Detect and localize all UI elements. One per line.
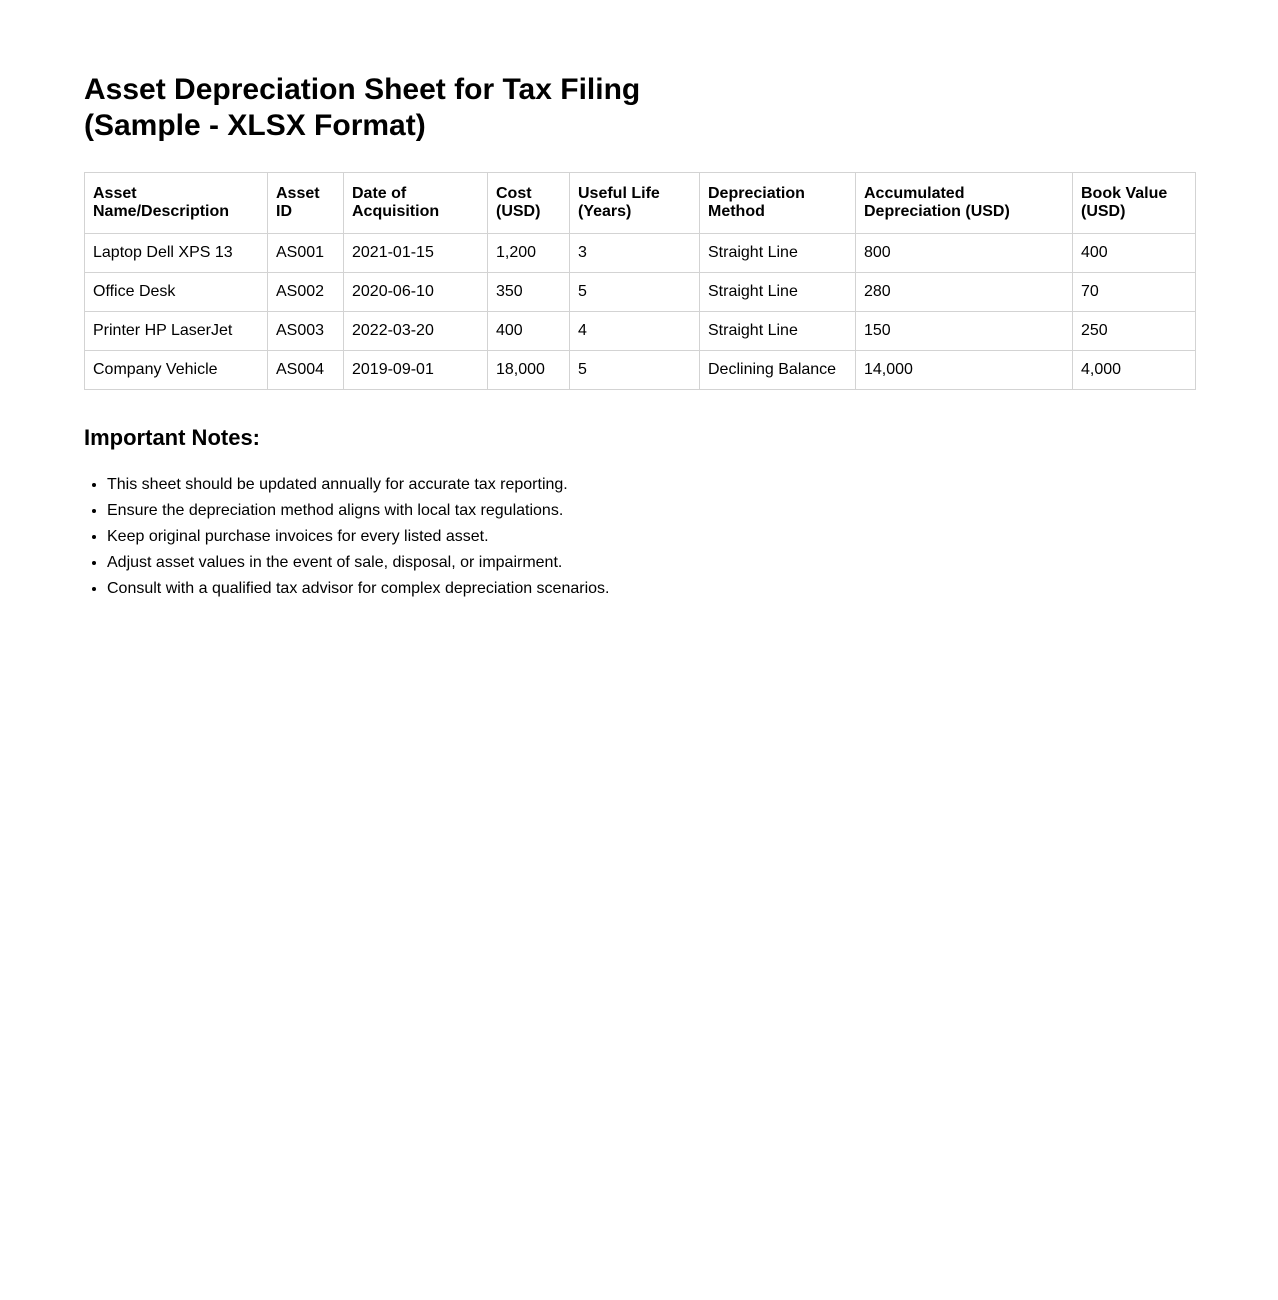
cell-book-value: 4,000 xyxy=(1072,350,1196,390)
cell-date-acquisition: 2019-09-01 xyxy=(343,350,488,390)
cell-depreciation-method: Straight Line xyxy=(699,233,856,273)
cell-asset-name: Office Desk xyxy=(84,272,268,312)
cell-depreciation-method: Straight Line xyxy=(699,311,856,351)
cell-accumulated-depreciation: 14,000 xyxy=(855,350,1073,390)
cell-asset-id: AS004 xyxy=(267,350,344,390)
table-row: Office Desk AS002 2020-06-10 350 5 Strai… xyxy=(84,272,1196,312)
cell-date-acquisition: 2022-03-20 xyxy=(343,311,488,351)
cell-cost: 400 xyxy=(487,311,570,351)
cell-accumulated-depreciation: 280 xyxy=(855,272,1073,312)
cell-accumulated-depreciation: 150 xyxy=(855,311,1073,351)
page-title-line2: (Sample - XLSX Format) xyxy=(84,109,426,142)
note-item: This sheet should be updated annually fo… xyxy=(107,472,1195,498)
cell-useful-life: 5 xyxy=(569,350,700,390)
col-header-accumulated-depreciation: Accumulated Depreciation (USD) xyxy=(855,172,1073,234)
page-title: Asset Depreciation Sheet for Tax Filing(… xyxy=(84,72,1195,144)
cell-depreciation-method: Straight Line xyxy=(699,272,856,312)
cell-date-acquisition: 2021-01-15 xyxy=(343,233,488,273)
notes-heading: Important Notes: xyxy=(84,425,260,450)
col-header-asset-name: Asset Name/Description xyxy=(84,172,268,234)
page-title-line1: Asset Depreciation Sheet for Tax Filing xyxy=(84,73,641,106)
cell-accumulated-depreciation: 800 xyxy=(855,233,1073,273)
cell-asset-name: Company Vehicle xyxy=(84,350,268,390)
asset-depreciation-table: Asset Name/Description Asset ID Date of … xyxy=(84,172,1196,390)
notes-list: This sheet should be updated annually fo… xyxy=(84,472,1195,602)
cell-useful-life: 4 xyxy=(569,311,700,351)
note-item: Adjust asset values in the event of sale… xyxy=(107,550,1195,576)
cell-book-value: 70 xyxy=(1072,272,1196,312)
col-header-date-acquisition: Date of Acquisition xyxy=(343,172,488,234)
document-page: Asset Depreciation Sheet for Tax Filing(… xyxy=(0,0,1278,602)
cell-useful-life: 3 xyxy=(569,233,700,273)
note-item: Ensure the depreciation method aligns wi… xyxy=(107,498,1195,524)
col-header-cost: Cost (USD) xyxy=(487,172,570,234)
cell-asset-id: AS003 xyxy=(267,311,344,351)
table-row: Company Vehicle AS004 2019-09-01 18,000 … xyxy=(84,350,1196,390)
cell-book-value: 400 xyxy=(1072,233,1196,273)
cell-date-acquisition: 2020-06-10 xyxy=(343,272,488,312)
cell-depreciation-method: Declining Balance xyxy=(699,350,856,390)
col-header-depreciation-method: Depreciation Method xyxy=(699,172,856,234)
cell-asset-name: Laptop Dell XPS 13 xyxy=(84,233,268,273)
cell-cost: 18,000 xyxy=(487,350,570,390)
cell-book-value: 250 xyxy=(1072,311,1196,351)
cell-cost: 350 xyxy=(487,272,570,312)
table-row: Laptop Dell XPS 13 AS001 2021-01-15 1,20… xyxy=(84,233,1196,273)
cell-asset-id: AS002 xyxy=(267,272,344,312)
col-header-asset-id: Asset ID xyxy=(267,172,344,234)
table-header-row: Asset Name/Description Asset ID Date of … xyxy=(84,172,1196,234)
cell-asset-id: AS001 xyxy=(267,233,344,273)
cell-useful-life: 5 xyxy=(569,272,700,312)
table-row: Printer HP LaserJet AS003 2022-03-20 400… xyxy=(84,311,1196,351)
col-header-useful-life: Useful Life (Years) xyxy=(569,172,700,234)
cell-cost: 1,200 xyxy=(487,233,570,273)
note-item: Consult with a qualified tax advisor for… xyxy=(107,576,1195,602)
col-header-book-value: Book Value (USD) xyxy=(1072,172,1196,234)
cell-asset-name: Printer HP LaserJet xyxy=(84,311,268,351)
note-item: Keep original purchase invoices for ever… xyxy=(107,524,1195,550)
